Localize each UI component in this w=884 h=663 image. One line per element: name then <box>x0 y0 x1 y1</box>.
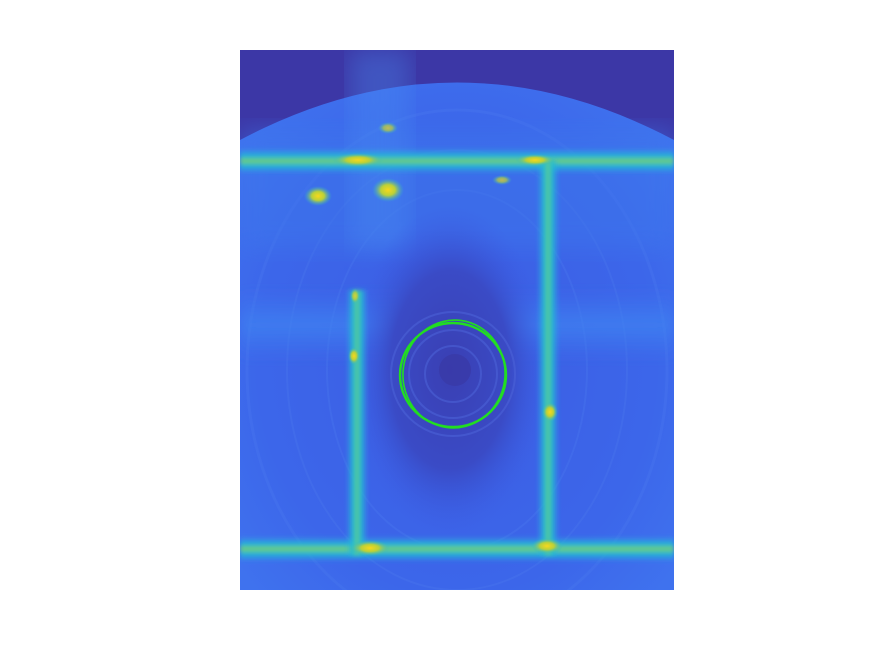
frame-right-bar <box>537 160 559 555</box>
hotspot <box>348 347 360 365</box>
bright-frame <box>240 148 674 562</box>
frame-bottom-bar <box>240 536 674 562</box>
hotspot <box>372 178 404 202</box>
heatmap-image-frame <box>240 50 674 590</box>
hotspot <box>378 122 398 134</box>
hotspot <box>531 538 563 554</box>
frame-left-bar <box>346 290 368 555</box>
contour-circle <box>398 319 508 429</box>
hotspot <box>332 153 384 167</box>
hotspot <box>304 186 332 206</box>
hotspot <box>492 175 512 185</box>
hotspot <box>350 540 390 556</box>
center-core <box>439 354 471 386</box>
hotspots <box>304 122 563 556</box>
hotspot <box>350 288 360 304</box>
hotspot <box>515 154 555 166</box>
center-ripples <box>390 311 516 437</box>
frame-top-bar <box>240 148 674 174</box>
hotspot <box>542 402 558 422</box>
heatmap-image <box>240 50 674 590</box>
